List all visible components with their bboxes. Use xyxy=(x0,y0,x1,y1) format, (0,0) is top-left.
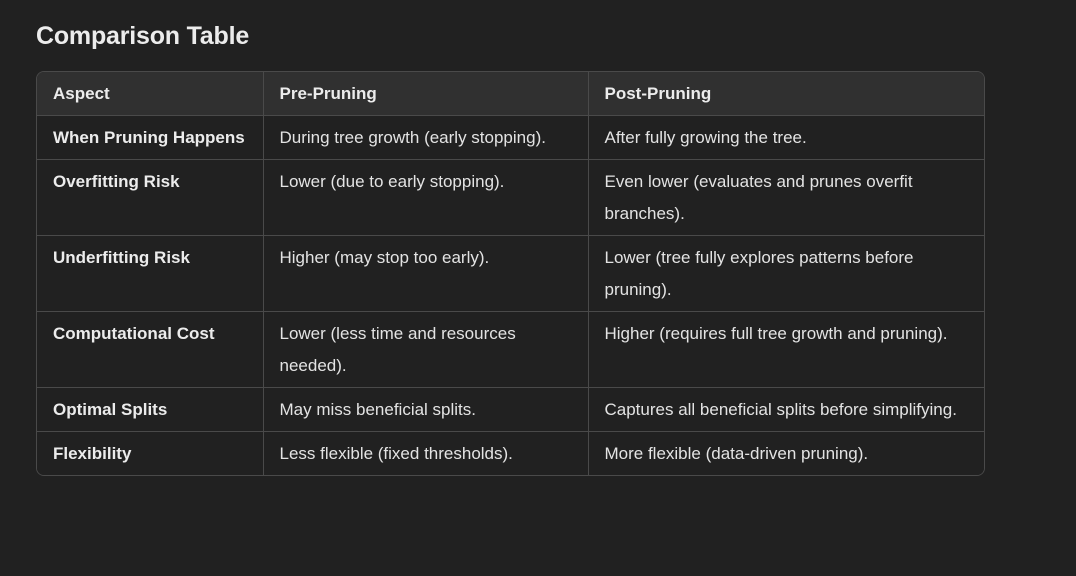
table-row: Overfitting Risk Lower (due to early sto… xyxy=(37,159,984,236)
row-aspect: Overfitting Risk xyxy=(37,159,264,236)
row-aspect: When Pruning Happens xyxy=(37,115,264,160)
row-post-pruning: Even lower (evaluates and prunes overfit… xyxy=(588,159,984,236)
table-header: Aspect Pre-Pruning Post-Pruning xyxy=(37,72,984,116)
table-row: Flexibility Less flexible (fixed thresho… xyxy=(37,431,984,475)
row-aspect: Computational Cost xyxy=(37,311,264,388)
row-aspect: Optimal Splits xyxy=(37,387,264,432)
row-pre-pruning: May miss beneficial splits. xyxy=(263,387,589,432)
row-pre-pruning: Less flexible (fixed thresholds). xyxy=(263,431,589,475)
row-post-pruning: After fully growing the tree. xyxy=(588,115,984,160)
header-aspect: Aspect xyxy=(37,72,264,116)
row-aspect: Flexibility xyxy=(37,431,264,475)
section-heading: Comparison Table xyxy=(36,22,250,50)
table-row: Computational Cost Lower (less time and … xyxy=(37,311,984,388)
row-pre-pruning: During tree growth (early stopping). xyxy=(263,115,589,160)
table-row: Optimal Splits May miss beneficial split… xyxy=(37,387,984,432)
header-post-pruning: Post-Pruning xyxy=(588,72,984,116)
row-post-pruning: Higher (requires full tree growth and pr… xyxy=(588,311,984,388)
header-pre-pruning: Pre-Pruning xyxy=(263,72,589,116)
row-post-pruning: More flexible (data-driven pruning). xyxy=(588,431,984,475)
row-aspect: Underfitting Risk xyxy=(37,235,264,312)
row-pre-pruning: Lower (less time and resources needed). xyxy=(263,311,589,388)
table-row: When Pruning Happens During tree growth … xyxy=(37,115,984,160)
header-row: Aspect Pre-Pruning Post-Pruning xyxy=(37,72,984,116)
comparison-table: Aspect Pre-Pruning Post-Pruning When Pru… xyxy=(37,72,984,475)
row-pre-pruning: Lower (due to early stopping). xyxy=(263,159,589,236)
table-body: When Pruning Happens During tree growth … xyxy=(37,115,984,475)
comparison-table-container: Aspect Pre-Pruning Post-Pruning When Pru… xyxy=(36,71,985,476)
row-post-pruning: Captures all beneficial splits before si… xyxy=(588,387,984,432)
row-pre-pruning: Higher (may stop too early). xyxy=(263,235,589,312)
row-post-pruning: Lower (tree fully explores patterns befo… xyxy=(588,235,984,312)
table-row: Underfitting Risk Higher (may stop too e… xyxy=(37,235,984,312)
